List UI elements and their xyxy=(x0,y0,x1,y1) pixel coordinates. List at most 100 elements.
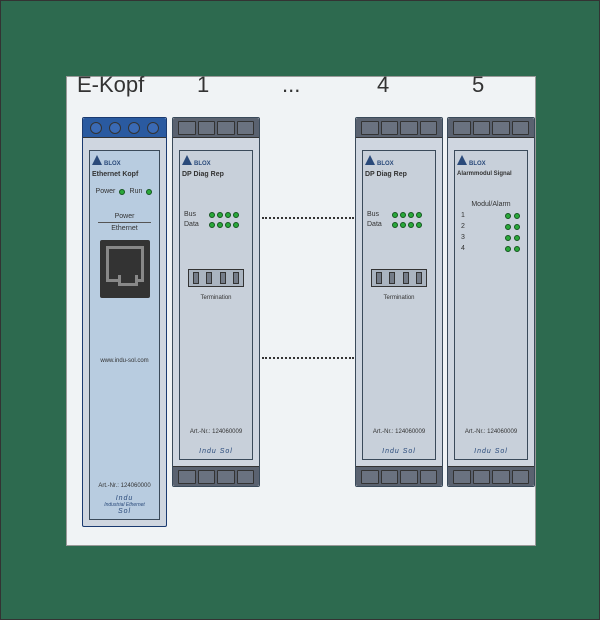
logo-text: BLOX xyxy=(377,161,394,167)
header-4: 4 xyxy=(377,72,389,98)
alarm-num: 3 xyxy=(461,234,471,241)
brand-footer: Indu Sol xyxy=(363,448,435,455)
rail-top xyxy=(448,118,534,138)
rail-segment xyxy=(400,470,418,484)
dip-slot xyxy=(206,272,212,284)
brand-logo: BLOX xyxy=(182,155,250,169)
rail-segment xyxy=(178,121,196,135)
led-data xyxy=(392,222,398,228)
module-subtitle: DP Diag Rep xyxy=(182,171,250,178)
led-bus xyxy=(416,212,422,218)
rail-segment xyxy=(178,470,196,484)
rail-segment xyxy=(492,121,510,135)
rail-segment xyxy=(381,470,399,484)
article-number: Art.-Nr.: 124060009 xyxy=(363,429,435,435)
article-number: Art.-Nr.: 124060009 xyxy=(180,429,252,435)
dip-slot xyxy=(233,272,239,284)
brand-sol: Sol xyxy=(220,448,233,455)
led-data xyxy=(233,222,239,228)
rail-segment xyxy=(400,121,418,135)
logo-text: BLOX xyxy=(469,161,486,167)
alarm-row-2: 2 xyxy=(461,223,521,230)
brand-footer: Indu Sol xyxy=(180,448,252,455)
module-1: BLOX DP Diag Rep Bus Data Ter xyxy=(172,117,260,487)
led-bus xyxy=(233,212,239,218)
section-power: Power xyxy=(90,213,159,220)
dotted-connector-top xyxy=(262,217,354,219)
led-bus xyxy=(400,212,406,218)
led-power xyxy=(119,189,125,195)
dip-slot xyxy=(376,272,382,284)
brand-logo: BLOX xyxy=(365,155,433,169)
brand-footer: Indu Industrial Ethernet Sol xyxy=(90,495,159,515)
alarm-row-4: 4 xyxy=(461,245,521,252)
module-subtitle: Alarmmodul Signal xyxy=(457,171,525,177)
section-labels: Power Ethernet xyxy=(90,213,159,232)
rail-segment xyxy=(492,470,510,484)
alarm-row-3: 3 xyxy=(461,234,521,241)
brand-indu: Indu xyxy=(116,495,134,502)
led-modul xyxy=(505,235,511,241)
divider-line xyxy=(98,222,151,223)
led-alarm xyxy=(514,213,520,219)
article-number: Art.-Nr.: 124060000 xyxy=(90,483,159,489)
led-modul xyxy=(505,213,511,219)
brand-sol: Sol xyxy=(118,508,131,515)
termination-switch xyxy=(371,269,427,287)
led-data xyxy=(416,222,422,228)
url-text: www.indu-sol.com xyxy=(90,358,159,364)
led-run-label: Run xyxy=(130,188,143,195)
led-power-label: Power xyxy=(96,188,116,195)
led-modul xyxy=(505,224,511,230)
rail-bottom xyxy=(356,466,442,486)
rail-top xyxy=(173,118,259,138)
rail-bottom xyxy=(173,466,259,486)
led-bus xyxy=(408,212,414,218)
led-data xyxy=(225,222,231,228)
bus-label: Bus xyxy=(184,211,208,218)
dip-slot xyxy=(220,272,226,284)
led-bus xyxy=(392,212,398,218)
led-data xyxy=(408,222,414,228)
rail-segment xyxy=(420,121,438,135)
module-5: BLOX Alarmmodul Signal Modul/Alarm 1 2 3 xyxy=(447,117,535,487)
module-row: BLOX Ethernet Kopf Power Run Power Ether… xyxy=(77,117,527,527)
ethernet-jack-icon xyxy=(100,240,150,298)
brand-sol: Sol xyxy=(403,448,416,455)
led-bus xyxy=(209,212,215,218)
led-row-bus: Bus xyxy=(184,211,248,218)
rail-top xyxy=(356,118,442,138)
rail-segment xyxy=(453,121,471,135)
brand-logo: BLOX xyxy=(457,155,525,169)
header-5: 5 xyxy=(472,72,484,98)
led-alarm xyxy=(514,224,520,230)
rail-top xyxy=(83,118,166,138)
rail-segment xyxy=(381,121,399,135)
outer-frame: E-Kopf 1 ... 4 5 BLOX Ethernet Kopf xyxy=(0,0,600,620)
brand-indu: Indu xyxy=(382,448,400,455)
module-face: BLOX Alarmmodul Signal Modul/Alarm 1 2 3 xyxy=(454,150,528,460)
brand-sol: Sol xyxy=(495,448,508,455)
led-alarm xyxy=(514,235,520,241)
led-bus xyxy=(217,212,223,218)
termination-label: Termination xyxy=(363,295,435,301)
rail-segment xyxy=(512,121,530,135)
terminal-screw xyxy=(90,122,102,134)
rail-segment xyxy=(512,470,530,484)
module-face: BLOX DP Diag Rep Bus Data Ter xyxy=(179,150,253,460)
rail-segment xyxy=(473,121,491,135)
dip-slot xyxy=(403,272,409,284)
alarm-num: 4 xyxy=(461,245,471,252)
brand-footer: Indu Sol xyxy=(455,448,527,455)
alarm-header: Modul/Alarm xyxy=(455,201,527,208)
data-label: Data xyxy=(184,221,208,228)
rail-segment xyxy=(361,470,379,484)
led-row-power-run: Power Run xyxy=(94,188,155,195)
diagram-canvas: E-Kopf 1 ... 4 5 BLOX Ethernet Kopf xyxy=(66,76,536,546)
led-row-data: Data xyxy=(184,221,248,228)
rail-segment xyxy=(198,470,216,484)
rail-segment xyxy=(361,121,379,135)
rail-segment xyxy=(420,470,438,484)
module-subtitle: Ethernet Kopf xyxy=(92,171,157,178)
logo-text: BLOX xyxy=(104,161,121,167)
